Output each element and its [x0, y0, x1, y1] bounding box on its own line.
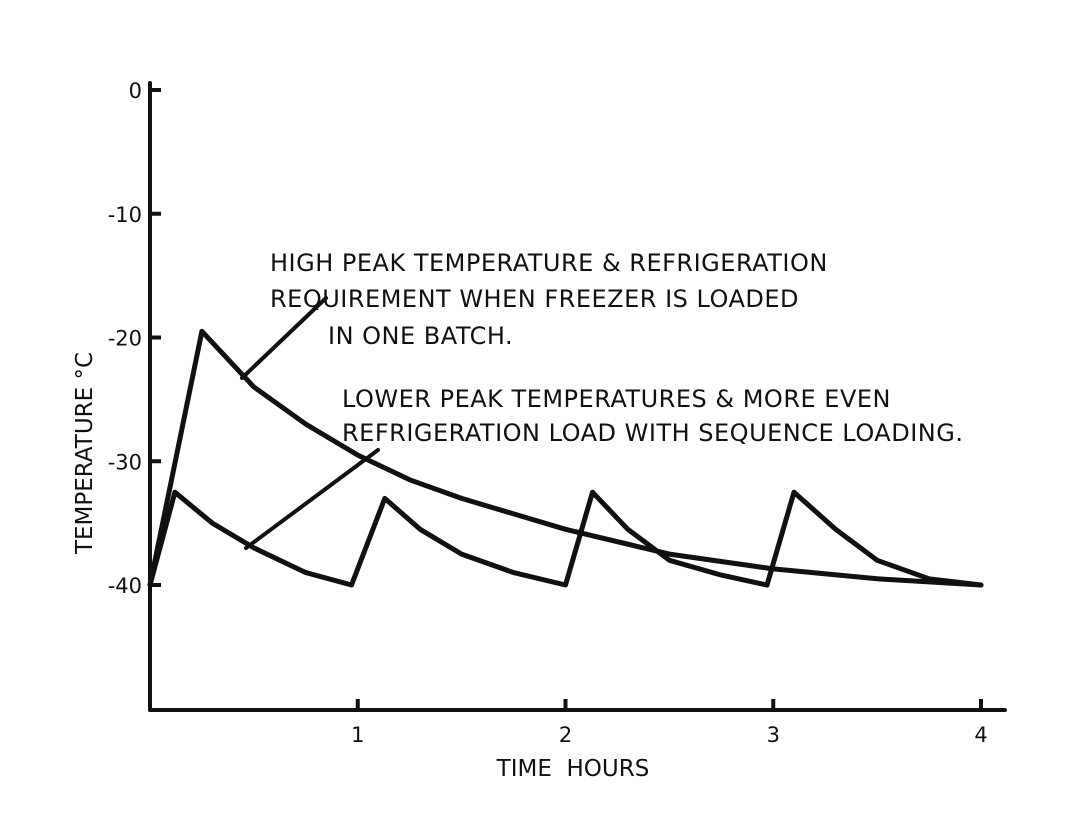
y-tick-label--40: -40	[108, 574, 142, 598]
series-line-one-batch	[147, 328, 984, 588]
annotation-2-leader	[244, 448, 380, 550]
annotation-1-line-3: IN ONE BATCH.	[328, 322, 513, 350]
series-line-sequence	[147, 489, 984, 588]
annotation-1-line-1: HIGH PEAK TEMPERATURE & REFRIGERATION	[270, 249, 828, 277]
annotation-1-line-2: REQUIREMENT WHEN FREEZER IS LOADED	[270, 285, 799, 313]
x-tick-label-2: 2	[559, 723, 572, 747]
annotation-1-leader	[240, 296, 328, 380]
x-tick-label-3: 3	[767, 723, 780, 747]
x-axis-label: TIME HOURS	[496, 756, 650, 782]
annotations: HIGH PEAK TEMPERATURE & REFRIGERATION RE…	[270, 249, 963, 447]
y-tick-label-0: 0	[129, 79, 142, 103]
y-tick-label--10: -10	[108, 203, 142, 227]
series	[147, 328, 984, 588]
tick-labels: 1 2 3 4 0 -10 -20 -30 -40	[108, 79, 988, 747]
x-tick-label-4: 4	[974, 723, 987, 747]
annotation-2-line-1: LOWER PEAK TEMPERATURES & MORE EVEN	[342, 385, 891, 413]
y-tick-label--20: -20	[108, 327, 142, 351]
annotation-2-line-2: REFRIGERATION LOAD WITH SEQUENCE LOADING…	[342, 419, 963, 447]
x-tick-label-1: 1	[351, 723, 364, 747]
axes	[148, 81, 1007, 712]
annotation-leaders	[240, 296, 380, 550]
y-axis-label: TEMPERATURE °C	[72, 352, 98, 555]
y-tick-label--30: -30	[108, 450, 142, 474]
